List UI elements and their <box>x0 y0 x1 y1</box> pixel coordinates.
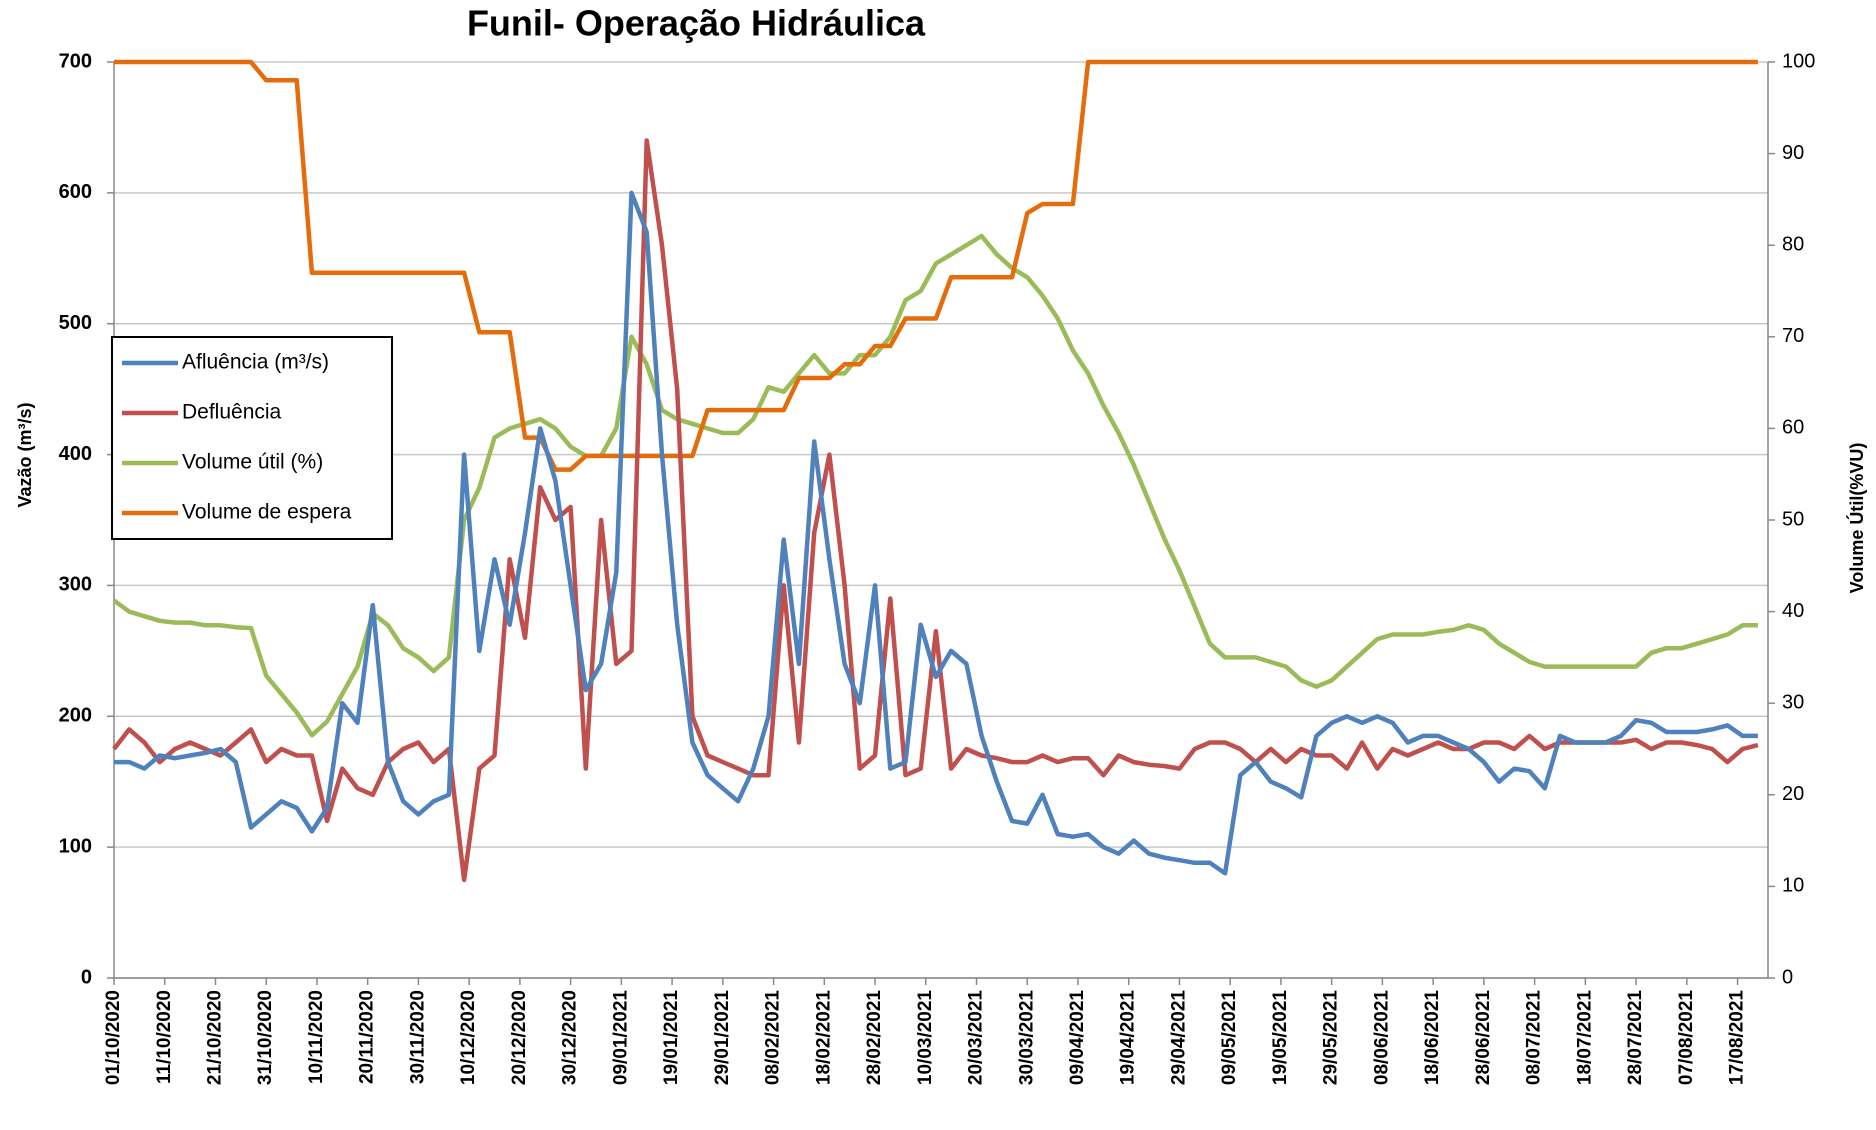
x-tick-label: 10/11/2020 <box>306 990 327 1084</box>
x-tick-label: 11/10/2020 <box>154 990 175 1084</box>
x-tick-label: 10/03/2021 <box>915 990 936 1086</box>
x-tick-label: 28/07/2021 <box>1625 990 1646 1086</box>
legend-label: Afluência (m³/s) <box>182 351 329 374</box>
y-tick-label: 600 <box>59 181 92 203</box>
y-tick-label: 100 <box>59 835 92 857</box>
y2-tick-label: 60 <box>1782 417 1804 439</box>
x-tick-label: 01/10/2020 <box>103 990 124 1085</box>
series-line <box>114 59 1758 472</box>
x-tick-label: 29/04/2021 <box>1168 990 1189 1086</box>
x-tick-label: 18/07/2021 <box>1574 990 1595 1086</box>
x-tick-label: 18/02/2021 <box>813 990 834 1086</box>
y2-tick-label: 20 <box>1782 783 1804 805</box>
y-tick-label: 200 <box>59 705 92 727</box>
legend-label: Volume útil (%) <box>182 451 323 474</box>
y2-tick-label: 10 <box>1782 875 1804 897</box>
x-tick-label: 30/11/2020 <box>407 990 428 1084</box>
y-tick-label: 500 <box>59 312 92 334</box>
y2-tick-label: 50 <box>1782 508 1804 530</box>
series-line <box>112 233 1758 738</box>
x-tick-label: 19/05/2021 <box>1270 990 1291 1086</box>
x-tick-label: 18/06/2021 <box>1422 990 1443 1086</box>
x-tick-label: 21/10/2020 <box>204 990 225 1085</box>
x-tick-label: 07/08/2021 <box>1676 990 1697 1086</box>
x-tick-label: 28/06/2021 <box>1473 990 1494 1086</box>
x-tick-label: 08/07/2021 <box>1524 990 1545 1086</box>
x-tick-label: 29/05/2021 <box>1321 990 1342 1086</box>
x-tick-label: 19/01/2021 <box>661 990 682 1086</box>
x-tick-label: 08/06/2021 <box>1371 990 1392 1086</box>
x-tick-label: 28/02/2021 <box>864 990 885 1086</box>
y-tick-label: 400 <box>59 443 92 465</box>
x-tick-label: 20/03/2021 <box>966 990 987 1086</box>
legend-label: Volume de espera <box>182 501 352 524</box>
x-tick-label: 17/08/2021 <box>1727 990 1748 1086</box>
x-tick-label: 20/11/2020 <box>357 990 378 1084</box>
chart-title: Funil- Operação Hidráulica <box>467 3 926 44</box>
y-axis-title: Vazão (m³/s) <box>15 402 35 507</box>
legend-box <box>111 336 393 540</box>
y-tick-label: 0 <box>81 966 92 988</box>
legend: Afluência (m³/s) Defluência Volume útil (%… <box>111 336 393 540</box>
x-tick-label: 19/04/2021 <box>1118 990 1139 1086</box>
y-tick-label: 700 <box>59 50 92 72</box>
x-tick-label: 09/05/2021 <box>1219 990 1240 1086</box>
y2-tick-label: 30 <box>1782 691 1804 713</box>
x-tick-label: 31/10/2020 <box>255 990 276 1085</box>
series-line <box>114 190 1758 876</box>
legend-label: Defluência <box>182 401 282 424</box>
y2-tick-label: 40 <box>1782 600 1804 622</box>
x-tick-label: 20/12/2020 <box>509 990 530 1085</box>
x-tick-label: 08/02/2021 <box>763 990 784 1086</box>
x-tick-label: 30/12/2020 <box>560 990 581 1085</box>
x-tick-label: 29/01/2021 <box>712 990 733 1086</box>
x-tick-label: 30/03/2021 <box>1016 990 1037 1086</box>
x-tick-label: 09/04/2021 <box>1067 990 1088 1086</box>
y2-tick-label: 70 <box>1782 325 1804 347</box>
x-tick-label: 10/12/2020 <box>458 990 479 1085</box>
x-tick-label: 09/01/2021 <box>610 990 631 1086</box>
y2-tick-label: 0 <box>1782 966 1793 988</box>
y2-tick-label: 100 <box>1782 50 1815 72</box>
y2-tick-label: 90 <box>1782 142 1804 164</box>
y-tick-label: 300 <box>59 574 92 596</box>
y2-tick-label: 80 <box>1782 233 1804 255</box>
y2-axis-title: Volume Útil(%VU) <box>1846 443 1867 594</box>
